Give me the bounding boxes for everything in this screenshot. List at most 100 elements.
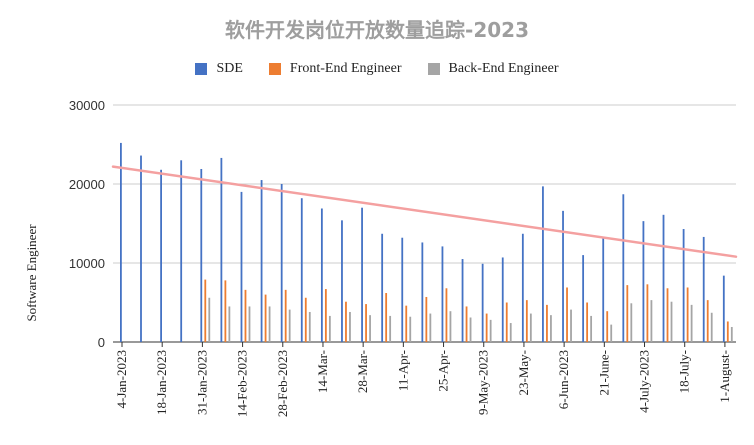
bar-sde — [441, 246, 444, 342]
bar-sde — [220, 157, 223, 342]
bar-sde — [481, 263, 484, 342]
x-tick-label: 14-Feb-2023 — [235, 350, 250, 417]
bar-front-end — [686, 287, 689, 342]
bar-back-end — [590, 315, 593, 342]
legend-label-back-end: Back-End Engineer — [448, 61, 559, 76]
bar-sde — [521, 233, 524, 342]
bar-back-end — [489, 319, 492, 342]
bar-sde — [722, 275, 725, 342]
bar-front-end — [666, 288, 669, 342]
bar-back-end — [650, 300, 653, 342]
bar-front-end — [465, 306, 468, 342]
y-tick-label: 10000 — [69, 256, 105, 271]
bar-back-end — [248, 306, 251, 342]
bar-sde — [401, 237, 404, 342]
bar-sde — [381, 233, 384, 342]
bar-back-end — [429, 313, 432, 342]
legend-swatch-back-end — [427, 63, 440, 75]
bar-back-end — [228, 306, 231, 342]
bar-front-end — [385, 293, 388, 342]
x-tick-label: 21-June- — [596, 350, 611, 396]
bar-sde — [662, 214, 665, 342]
x-tick-label: 18-Jan-2023 — [154, 350, 169, 415]
bar-back-end — [268, 306, 271, 342]
bar-sde — [120, 142, 122, 342]
bar-front-end — [726, 321, 729, 342]
x-tick-label: 23-May- — [516, 350, 531, 396]
legend-swatch-sde — [195, 63, 208, 75]
x-tick-label: 25-Apr- — [436, 350, 451, 392]
x-tick-label: 28-Feb-2023 — [275, 350, 290, 417]
bar-front-end — [485, 313, 488, 342]
bar-sde — [642, 221, 645, 342]
x-tick-label: 4-Jan-2023 — [114, 350, 129, 409]
bar-back-end — [288, 309, 291, 342]
x-tick-label: 18-July- — [677, 350, 692, 393]
bar-back-end — [369, 315, 371, 342]
legend-item-sde: SDE — [195, 61, 243, 77]
bar-back-end — [670, 301, 673, 342]
trendline-layer — [111, 165, 738, 258]
bar-front-end — [324, 289, 327, 342]
x-tick-label: 6-Jun-2023 — [556, 350, 571, 409]
bar-sde — [501, 257, 504, 342]
bar-front-end — [706, 300, 709, 342]
bar-front-end — [345, 301, 347, 342]
bar-front-end — [284, 289, 287, 342]
bar-sde — [300, 198, 303, 342]
bar-sde — [260, 180, 263, 342]
legend-label-front-end: Front-End Engineer — [289, 61, 402, 76]
bar-front-end — [405, 305, 408, 342]
bars — [120, 142, 733, 342]
legend-swatch-front-end — [268, 63, 281, 75]
bar-sde — [341, 220, 343, 342]
x-tick-label: 9-May-2023 — [476, 350, 491, 415]
legend-item-front-end: Front-End Engineer — [268, 61, 402, 77]
bar-sde — [280, 184, 283, 342]
chart-title: 软件开发岗位开放数量追踪-2023 — [225, 18, 529, 42]
bar-front-end — [204, 279, 207, 342]
y-tick-label: 20000 — [69, 177, 105, 192]
bar-back-end — [610, 324, 613, 342]
y-tick-label: 30000 — [69, 98, 105, 113]
bar-front-end — [425, 296, 428, 342]
bar-front-end — [626, 285, 629, 342]
x-tick-label: 4-July-2023 — [637, 350, 652, 413]
bar-back-end — [730, 326, 733, 342]
bar-front-end — [525, 300, 528, 342]
bar-sde — [602, 236, 605, 342]
bar-sde — [320, 208, 323, 342]
bar-front-end — [505, 302, 508, 342]
bar-sde — [622, 194, 625, 342]
bar-front-end — [586, 302, 589, 342]
bar-sde — [180, 160, 183, 342]
bar-sde — [200, 168, 203, 342]
y-tick-label: 0 — [98, 335, 105, 350]
x-tick-label: 28-Mar- — [355, 350, 370, 393]
bar-back-end — [308, 311, 311, 342]
bar-sde — [240, 191, 243, 342]
bar-sde — [582, 255, 585, 342]
bar-sde — [562, 210, 564, 342]
bar-sde — [702, 236, 705, 342]
bar-back-end — [630, 303, 633, 342]
bar-front-end — [566, 287, 568, 342]
bar-front-end — [264, 294, 267, 342]
bar-sde — [421, 242, 424, 342]
legend-label-sde: SDE — [216, 61, 243, 76]
trendline — [111, 165, 738, 258]
bar-sde — [140, 155, 142, 342]
bar-front-end — [646, 284, 649, 342]
bar-front-end — [365, 304, 367, 342]
bar-back-end — [409, 316, 412, 342]
bar-back-end — [529, 313, 532, 342]
bar-back-end — [349, 311, 351, 342]
bar-back-end — [710, 312, 713, 342]
bar-back-end — [208, 297, 211, 342]
bar-front-end — [244, 289, 247, 342]
bar-back-end — [690, 304, 693, 342]
bar-back-end — [328, 315, 331, 342]
legend: SDE Front-End Engineer Back-End Engineer — [0, 61, 754, 77]
axes: 0 10000 20000 30000 4-Jan-2023 18-Jan-2023 31-… — [69, 98, 732, 417]
